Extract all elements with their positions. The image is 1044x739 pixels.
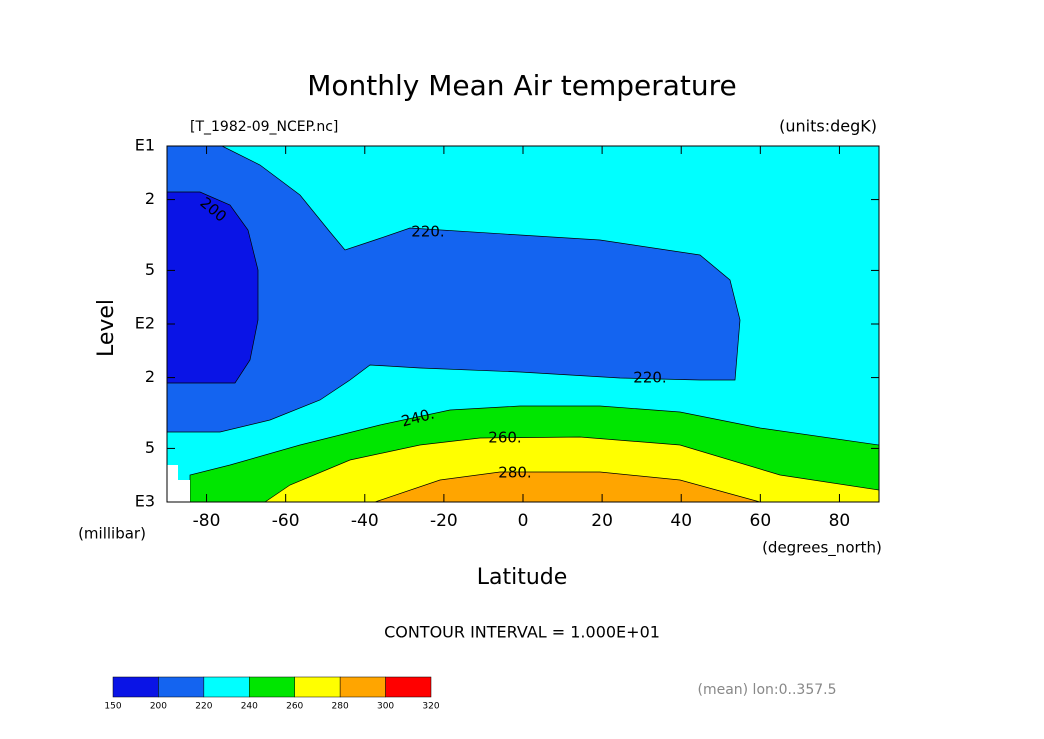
footer: (mean) lon:0..357.5 — [697, 682, 836, 698]
subtitle: [T_1982-09_NCEP.nc] — [190, 119, 338, 135]
y-units: (millibar) — [78, 525, 146, 543]
colorbar-box — [203, 676, 250, 698]
x-units: (degrees_north) — [762, 539, 882, 558]
contour-label: 280. — [498, 464, 531, 482]
x-tick-label: 40 — [670, 511, 692, 531]
y-tick-label: E3 — [135, 492, 155, 511]
y-axis-label: Level — [94, 299, 119, 357]
y-tick-label: 5 — [145, 438, 155, 457]
units-label: (units:degK) — [779, 117, 877, 136]
colorbar-box — [339, 676, 386, 698]
contour-label: 260. — [488, 429, 521, 447]
x-tick-label: 60 — [750, 511, 772, 531]
colorbar-label: 280 — [332, 702, 349, 712]
x-tick-label: 0 — [518, 511, 529, 531]
colorbar-label: 200 — [150, 702, 167, 712]
y-tick-label: E2 — [135, 314, 155, 333]
colorbar-box — [249, 676, 295, 698]
contour-interval: CONTOUR INTERVAL = 1.000E+01 — [384, 623, 660, 642]
chart-title: Monthly Mean Air temperature — [307, 69, 737, 102]
colorbar-box — [112, 676, 159, 698]
contour-region — [166, 145, 741, 433]
y-tick-label: 5 — [145, 260, 155, 279]
colorbar-label: 240 — [241, 702, 258, 712]
missing-data — [167, 465, 190, 502]
x-tick-label: -80 — [193, 511, 221, 531]
y-tick-label: 2 — [145, 367, 155, 386]
colorbar-label: 150 — [104, 702, 121, 712]
colorbar-box — [385, 676, 432, 698]
colorbar-box — [294, 676, 341, 698]
contour-region — [166, 191, 259, 384]
contour-label: 220. — [411, 223, 444, 241]
y-tick-label: 2 — [145, 189, 155, 208]
colorbar-label: 260 — [286, 702, 303, 712]
x-tick-label: -60 — [272, 511, 300, 531]
colorbar-box — [158, 676, 205, 698]
contour-fill — [166, 145, 880, 503]
x-tick-label: -20 — [430, 511, 458, 531]
colorbar-label: 300 — [377, 702, 394, 712]
y-tick-label: E1 — [135, 136, 155, 155]
x-tick-label: 20 — [591, 511, 613, 531]
x-tick-label: 80 — [829, 511, 851, 531]
x-axis-label: Latitude — [477, 565, 568, 590]
colorbar-label: 220 — [195, 702, 212, 712]
contour-label: 220. — [633, 369, 666, 387]
colorbar-label: 320 — [422, 702, 439, 712]
x-tick-label: -40 — [351, 511, 379, 531]
